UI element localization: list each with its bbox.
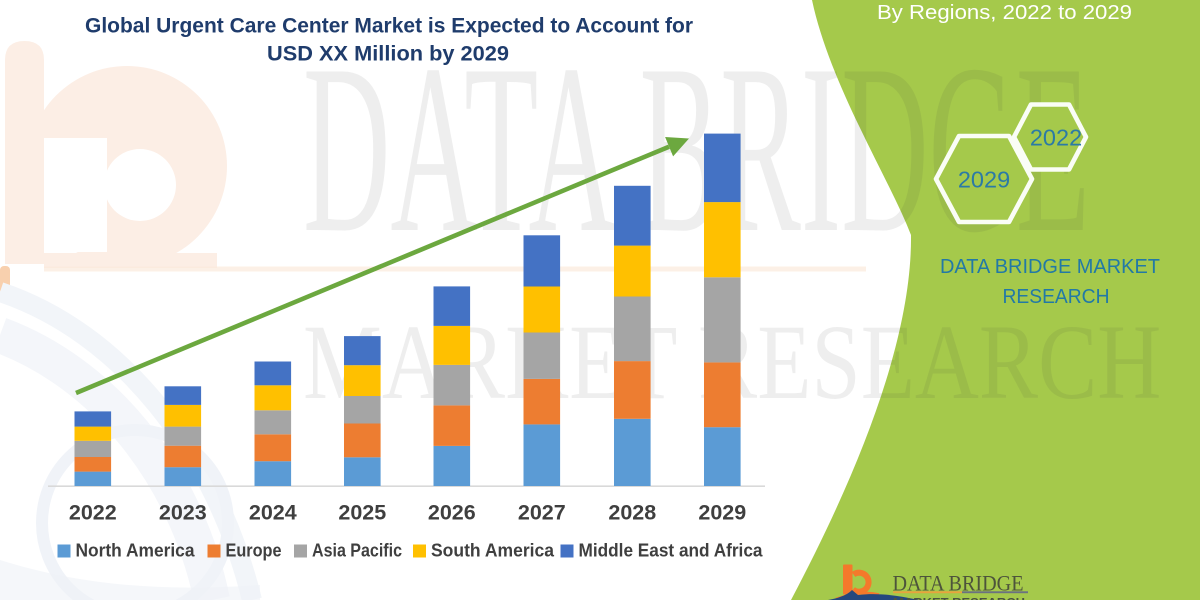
svg-text:2027: 2027: [518, 501, 566, 525]
svg-text:Asia Pacific: Asia Pacific: [312, 540, 402, 561]
svg-text:Europe: Europe: [226, 540, 282, 561]
svg-text:2029: 2029: [698, 501, 746, 525]
svg-text:Global Urgent Care Center Mark: Global Urgent Care Center Market is Expe…: [85, 14, 694, 38]
svg-text:USD XX Million by 2029: USD XX Million by 2029: [267, 42, 509, 66]
svg-text:RESEARCH: RESEARCH: [1003, 286, 1110, 308]
svg-text:2022: 2022: [69, 501, 117, 525]
svg-text:Middle East and Africa: Middle East and Africa: [579, 540, 763, 561]
svg-text:By Regions, 2022 to 2029: By Regions, 2022 to 2029: [877, 1, 1132, 24]
svg-text:2024: 2024: [249, 501, 297, 525]
svg-text:2029: 2029: [958, 167, 1010, 193]
svg-text:North America: North America: [76, 540, 196, 561]
svg-text:DATA BRIDGE MARKET: DATA BRIDGE MARKET: [940, 256, 1160, 278]
svg-text:2026: 2026: [428, 501, 476, 525]
svg-text:2023: 2023: [159, 501, 207, 525]
svg-text:2022: 2022: [1030, 125, 1082, 151]
svg-text:DATA BRIDGE: DATA BRIDGE: [893, 570, 1024, 595]
svg-text:2028: 2028: [608, 501, 656, 525]
svg-text:MARKET RESEARCH: MARKET RESEARCH: [893, 598, 1025, 600]
svg-text:South America: South America: [431, 540, 555, 561]
svg-text:2025: 2025: [338, 501, 386, 525]
